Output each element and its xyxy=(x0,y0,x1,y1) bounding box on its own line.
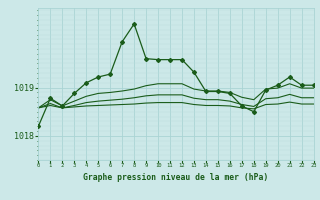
X-axis label: Graphe pression niveau de la mer (hPa): Graphe pression niveau de la mer (hPa) xyxy=(84,173,268,182)
